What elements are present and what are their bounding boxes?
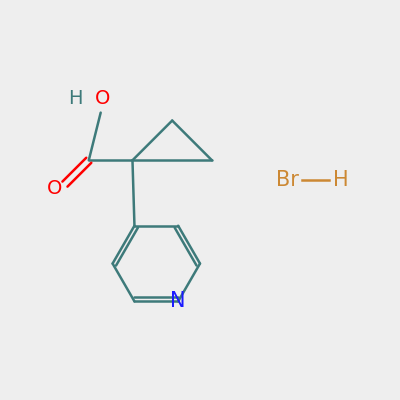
Text: N: N [170,291,186,311]
Text: H: H [68,89,83,108]
Text: O: O [95,89,110,108]
Text: H: H [333,170,349,190]
Text: Br: Br [276,170,299,190]
Text: O: O [47,178,63,198]
